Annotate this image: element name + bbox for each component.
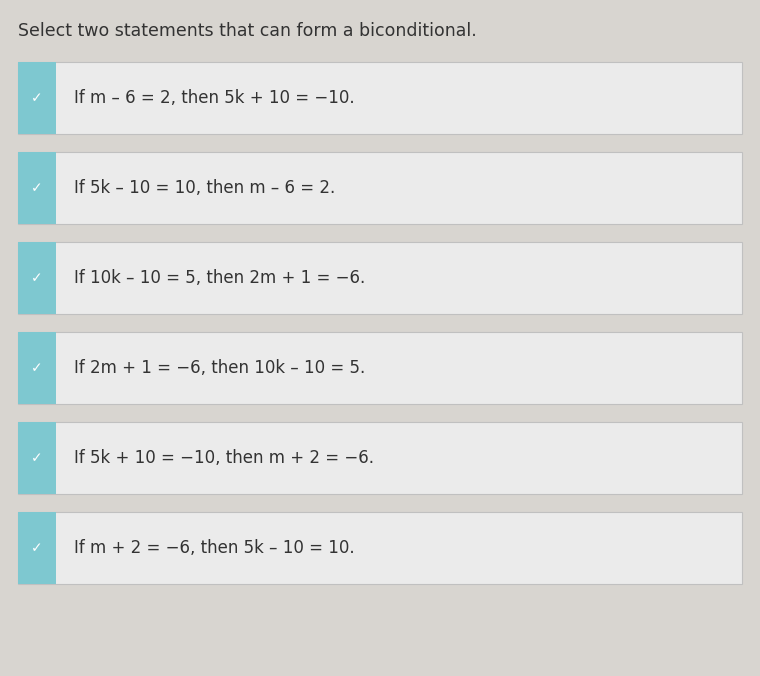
Bar (18, 62, 742, 134)
Text: ✓: ✓ (31, 361, 43, 375)
Text: If 5k – 10 = 10, then m – 6 = 2.: If 5k – 10 = 10, then m – 6 = 2. (74, 179, 335, 197)
Text: If 10k – 10 = 5, then 2m + 1 = −6.: If 10k – 10 = 5, then 2m + 1 = −6. (74, 269, 366, 287)
Text: If 2m + 1 = −6, then 10k – 10 = 5.: If 2m + 1 = −6, then 10k – 10 = 5. (74, 359, 366, 377)
Text: ✓: ✓ (31, 541, 43, 555)
Bar (18, 512, 56, 584)
Bar (18, 332, 742, 404)
Bar (18, 62, 56, 134)
Bar (18, 332, 56, 404)
Bar (18, 512, 742, 584)
Bar (18, 422, 56, 494)
Text: ✓: ✓ (31, 181, 43, 195)
Text: ✓: ✓ (31, 451, 43, 465)
Text: If 5k + 10 = −10, then m + 2 = −6.: If 5k + 10 = −10, then m + 2 = −6. (74, 449, 374, 467)
Text: If m – 6 = 2, then 5k + 10 = −10.: If m – 6 = 2, then 5k + 10 = −10. (74, 89, 355, 107)
Text: Select two statements that can form a biconditional.: Select two statements that can form a bi… (18, 22, 477, 40)
Bar (18, 152, 56, 224)
Bar (18, 242, 742, 314)
Text: ✓: ✓ (31, 91, 43, 105)
Text: If m + 2 = −6, then 5k – 10 = 10.: If m + 2 = −6, then 5k – 10 = 10. (74, 539, 355, 557)
Bar (18, 242, 56, 314)
Text: ✓: ✓ (31, 271, 43, 285)
Bar (18, 152, 742, 224)
Bar (18, 422, 742, 494)
